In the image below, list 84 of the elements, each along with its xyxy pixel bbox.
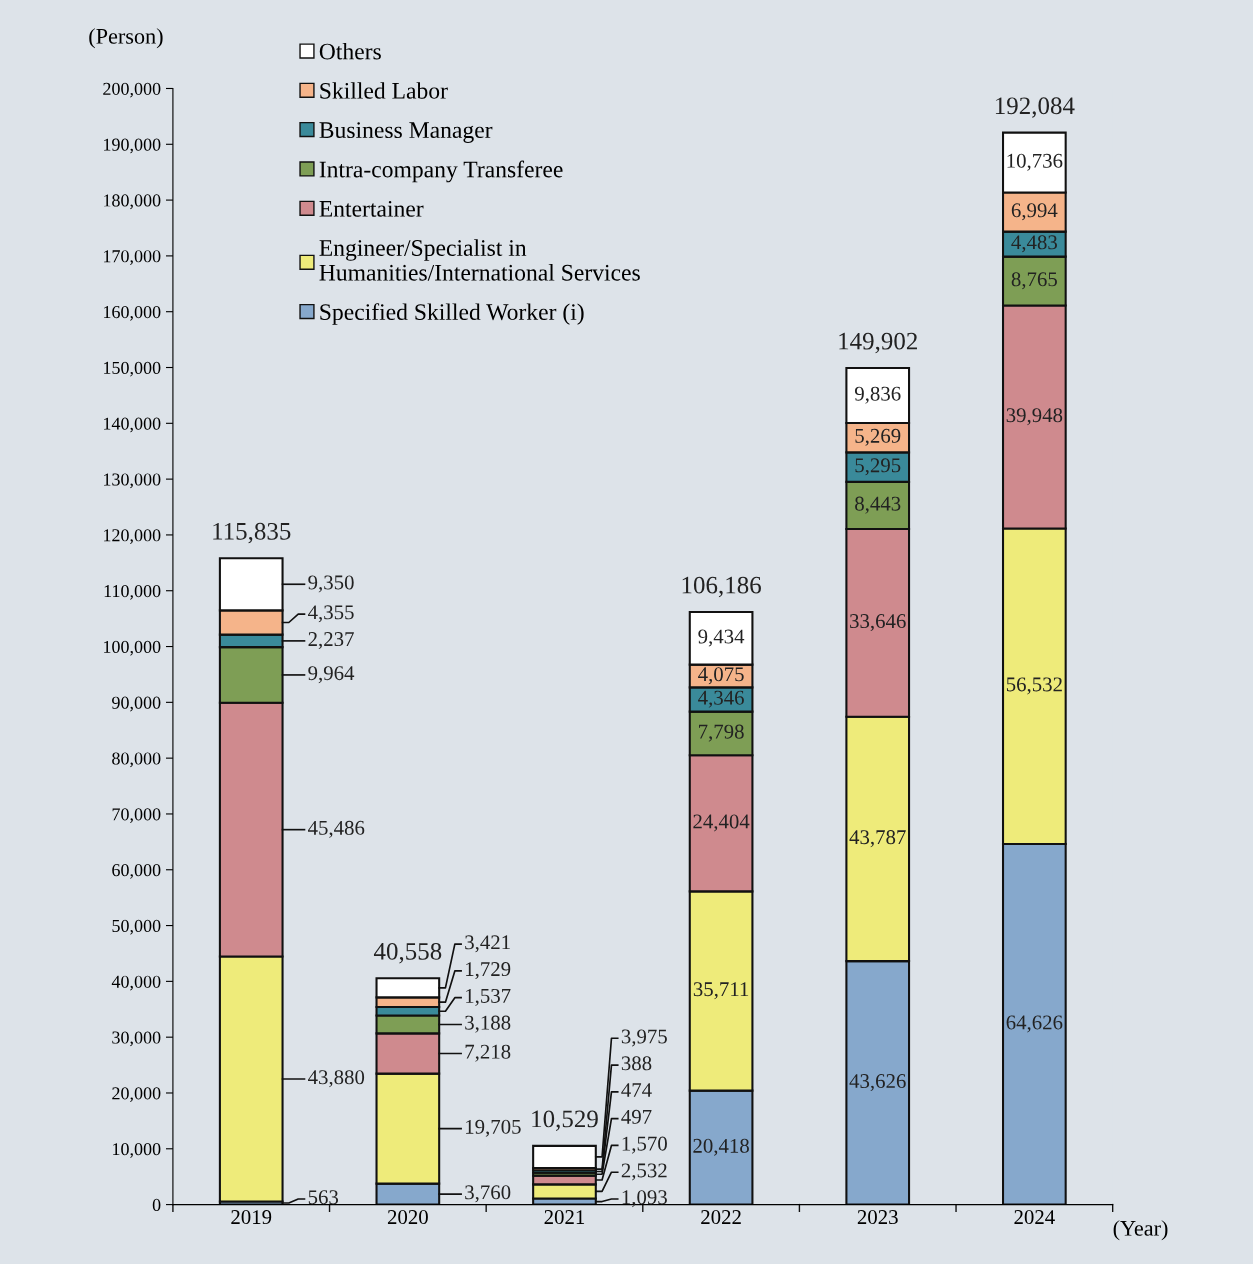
data-label: 33,646 <box>850 614 906 632</box>
data-label: 1,570 <box>622 1136 667 1154</box>
x-axis-title: (Year) <box>1113 1220 1168 1241</box>
y-tick-label: 60,000 <box>112 864 161 879</box>
data-label: 3,975 <box>621 1029 667 1047</box>
data-label: 20,418 <box>693 1138 749 1156</box>
data-label: 7,218 <box>465 1044 511 1062</box>
y-tick-label: 170,000 <box>104 250 161 265</box>
data-label: 6,994 <box>1011 203 1058 221</box>
data-label: 563 <box>308 1190 339 1205</box>
data-label: 9,434 <box>698 629 745 647</box>
data-label: 35,711 <box>693 982 749 1000</box>
data-label: 8,765 <box>1011 272 1057 290</box>
legend-label: Entertainer <box>319 200 424 217</box>
legend-label: Others <box>319 42 381 60</box>
data-label: 64,626 <box>1006 1015 1063 1033</box>
x-tick-label: 2022 <box>701 1210 741 1225</box>
legend-label: Intra-company Transferee <box>319 160 563 183</box>
y-tick-label: 30,000 <box>112 1031 161 1047</box>
y-tick-label: 140,000 <box>104 417 161 433</box>
total-label: 106,186 <box>682 576 761 598</box>
data-label: 1,093 <box>622 1190 667 1208</box>
y-tick-label: 80,000 <box>112 752 161 768</box>
y-tick-label: 0 <box>152 1198 161 1212</box>
total-label: 10,529 <box>532 1110 598 1131</box>
y-tick-label: 190,000 <box>104 138 161 154</box>
y-tick-label: 110,000 <box>104 584 161 600</box>
data-label: 1,537 <box>466 988 511 1006</box>
data-label: 43,626 <box>849 1074 906 1092</box>
legend-label: Skilled Labor <box>320 82 448 99</box>
data-label: 1,729 <box>466 962 511 980</box>
data-label: 497 <box>621 1109 652 1124</box>
legend-label: Specified Skilled Worker (i) <box>320 303 584 325</box>
data-label: 8,443 <box>855 496 901 514</box>
data-label: 9,964 <box>308 666 355 684</box>
data-label: 5,295 <box>855 458 901 476</box>
data-label: 3,188 <box>465 1015 511 1033</box>
y-tick-label: 150,000 <box>104 361 161 377</box>
data-label: 4,355 <box>308 605 354 623</box>
data-label: 5,269 <box>855 428 901 446</box>
data-label: 56,532 <box>1006 677 1062 695</box>
legend-label: Engineer/Specialist in Humanities/International Services <box>319 239 640 281</box>
x-tick-label: 2024 <box>1014 1210 1055 1225</box>
x-tick-label: 2023 <box>857 1210 898 1225</box>
data-label: 2,532 <box>621 1163 667 1181</box>
data-label: 39,948 <box>1006 408 1063 426</box>
y-tick-label: 10,000 <box>113 1143 161 1158</box>
total-label: 192,084 <box>995 97 1075 118</box>
data-label: 2,237 <box>308 632 354 650</box>
data-label: 24,404 <box>693 814 750 832</box>
data-label: 474 <box>621 1083 652 1097</box>
x-tick-label: 2020 <box>387 1210 428 1225</box>
data-label: 4,075 <box>698 667 744 685</box>
y-axis-title: (Person) <box>89 28 163 49</box>
x-tick-label: 2021 <box>544 1210 585 1225</box>
data-label: 3,421 <box>465 935 510 953</box>
data-label: 9,836 <box>854 386 901 404</box>
y-tick-label: 90,000 <box>112 696 161 712</box>
y-tick-label: 180,000 <box>104 194 161 210</box>
y-tick-label: 120,000 <box>104 529 161 544</box>
y-tick-label: 50,000 <box>112 919 161 935</box>
data-label: 19,705 <box>466 1119 521 1137</box>
y-tick-label: 20,000 <box>112 1087 161 1103</box>
y-tick-label: 200,000 <box>103 82 161 98</box>
legend-label: Business Manager <box>319 122 493 143</box>
y-tick-label: 40,000 <box>111 975 161 991</box>
data-label: 4,483 <box>1011 235 1057 253</box>
x-tick-label: 2019 <box>231 1210 272 1225</box>
data-label: 10,736 <box>1007 153 1063 171</box>
data-label: 4,346 <box>698 690 744 708</box>
data-label: 3,760 <box>465 1185 511 1203</box>
data-label: 388 <box>621 1056 652 1071</box>
y-tick-label: 70,000 <box>112 808 161 823</box>
total-label: 149,902 <box>839 332 917 354</box>
data-label: 43,787 <box>849 830 906 848</box>
y-tick-label: 130,000 <box>104 473 161 489</box>
y-tick-label: 100,000 <box>104 640 161 656</box>
total-label: 40,558 <box>373 942 442 964</box>
data-label: 43,880 <box>308 1070 365 1088</box>
data-label: 9,350 <box>308 575 354 593</box>
total-label: 115,835 <box>213 522 291 544</box>
y-tick-label: 160,000 <box>104 305 161 321</box>
data-label: 7,798 <box>699 724 744 742</box>
data-label: 45,486 <box>308 820 365 838</box>
